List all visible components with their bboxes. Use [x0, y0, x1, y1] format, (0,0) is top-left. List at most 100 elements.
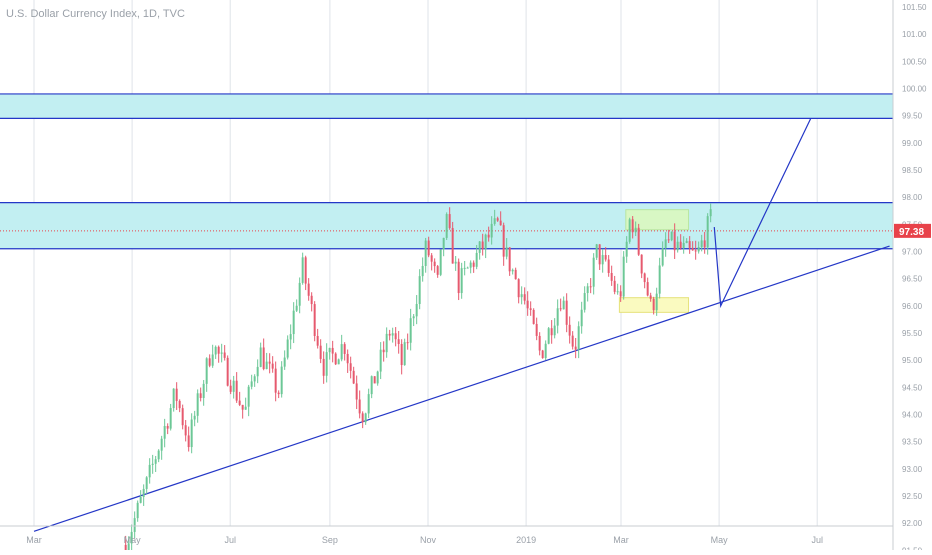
candle-body [124, 544, 127, 555]
candle-body [235, 380, 238, 401]
candle-body [175, 388, 178, 401]
candle-body [382, 349, 385, 353]
candle-body [646, 282, 649, 296]
candle-body [577, 326, 580, 350]
candle-body [586, 286, 589, 294]
candle-body [172, 388, 175, 409]
candle-body [601, 255, 604, 265]
candle-body [607, 259, 610, 273]
y-tick-label: 101.00 [902, 30, 927, 39]
candle-body [580, 309, 583, 327]
x-tick-label: May [124, 535, 142, 545]
candle-body [313, 304, 316, 336]
y-tick-label: 95.00 [902, 356, 923, 365]
candle-body [139, 496, 142, 503]
candle-body [406, 342, 409, 344]
candle-body [703, 240, 706, 248]
candle-body [661, 248, 664, 266]
x-tick-label: Mar [613, 535, 629, 545]
candle-body [133, 518, 136, 532]
candle-body [535, 323, 538, 336]
candle-body [271, 363, 274, 369]
candle-body [229, 385, 232, 392]
candle-body [337, 359, 340, 365]
candle-body [475, 252, 478, 267]
candle-body [268, 361, 271, 364]
candle-body [295, 305, 298, 311]
candle-body [247, 386, 250, 407]
candle-body [130, 531, 133, 544]
candle-body [181, 408, 184, 426]
candle-body [448, 214, 451, 229]
candle-body [319, 345, 322, 359]
candle-body [211, 354, 214, 366]
candle-body [154, 459, 157, 464]
candle-body [202, 383, 205, 398]
candle-body [214, 346, 217, 355]
candle-body [169, 408, 172, 429]
candle-body [355, 383, 358, 400]
candle-body [379, 349, 382, 372]
candle-body [664, 239, 667, 249]
candle-body [265, 361, 268, 370]
candle-body [298, 282, 301, 306]
candle-body [361, 413, 364, 423]
y-tick-label: 98.00 [902, 193, 923, 202]
x-tick-label: Jul [811, 535, 823, 545]
highlight-rectangle [625, 209, 690, 231]
candle-body [262, 347, 265, 370]
chart-title: U.S. Dollar Currency Index, 1D, TVC [6, 8, 185, 20]
candle-body [532, 309, 535, 324]
candle-body [328, 347, 331, 353]
candle-body [136, 502, 139, 519]
candle-body [538, 335, 541, 351]
x-tick-label: Mar [26, 535, 42, 545]
candle-body [676, 241, 679, 251]
candle-body [193, 415, 196, 420]
candle-body [451, 228, 454, 264]
candle-body [490, 223, 493, 238]
candle-body [622, 256, 625, 297]
candle-body [547, 328, 550, 344]
x-tick-label: Sep [322, 535, 338, 545]
candle-body [604, 255, 607, 260]
candle-body [550, 328, 553, 336]
candle-body [673, 231, 676, 251]
candle-body [334, 353, 337, 365]
y-tick-label: 94.00 [902, 411, 923, 420]
candle-body [529, 308, 532, 310]
candle-body [277, 392, 280, 395]
candle-body [424, 240, 427, 266]
candle-body [274, 368, 277, 393]
candle-body [283, 357, 286, 367]
y-tick-label: 95.50 [902, 329, 923, 338]
candle-body [463, 267, 466, 269]
candle-body [517, 279, 520, 298]
candle-body [397, 339, 400, 344]
candle-body [259, 347, 262, 367]
candle-body [706, 216, 709, 248]
y-tick-label: 94.50 [902, 383, 923, 392]
y-tick-label: 100.00 [902, 85, 927, 94]
y-tick-label: 92.00 [902, 519, 923, 528]
candle-body [457, 261, 460, 294]
candle-body [682, 242, 685, 249]
candle-body [256, 366, 259, 377]
projection-path [713, 118, 812, 309]
candle-body [508, 247, 511, 272]
candle-body [589, 286, 592, 288]
candle-body [307, 283, 310, 296]
resistance-zone [0, 93, 893, 119]
candle-body [637, 227, 640, 255]
x-tick-label: 2019 [516, 535, 536, 545]
candle-body [487, 234, 490, 238]
candle-body [667, 239, 670, 241]
candle-body [454, 261, 457, 264]
current-price-label: 97.38 [899, 227, 924, 238]
candle-body [613, 280, 616, 292]
candle-body [571, 335, 574, 347]
candle-body [187, 435, 190, 448]
candle-body [583, 293, 586, 310]
